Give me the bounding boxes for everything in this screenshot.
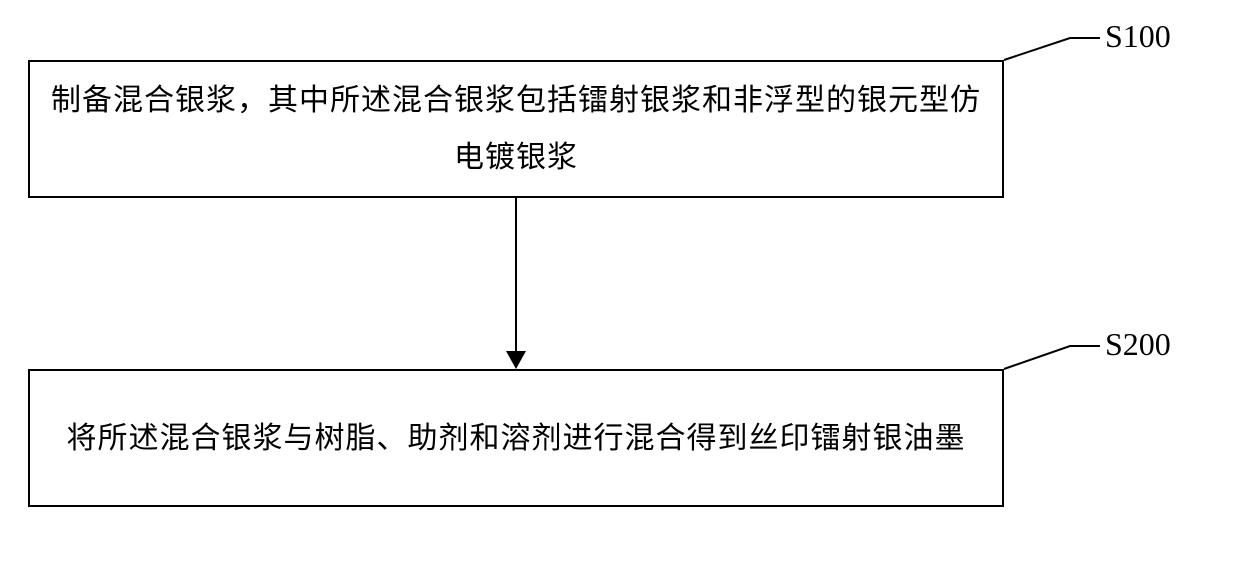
flowchart-canvas: 制备混合银浆，其中所述混合银浆包括镭射银浆和非浮型的银元型仿电镀银浆 S100 … <box>0 0 1240 573</box>
step-box-s200: 将所述混合银浆与树脂、助剂和溶剂进行混合得到丝印镭射银油墨 <box>28 369 1004 507</box>
step-box-s100: 制备混合银浆，其中所述混合银浆包括镭射银浆和非浮型的银元型仿电镀银浆 <box>28 60 1004 198</box>
step-text-s200: 将所述混合银浆与树脂、助剂和溶剂进行混合得到丝印镭射银油墨 <box>67 410 966 467</box>
step-label-s200: S200 <box>1105 326 1171 363</box>
step-text-s100: 制备混合银浆，其中所述混合银浆包括镭射银浆和非浮型的银元型仿电镀银浆 <box>50 72 982 186</box>
step-label-s100: S100 <box>1105 18 1171 55</box>
